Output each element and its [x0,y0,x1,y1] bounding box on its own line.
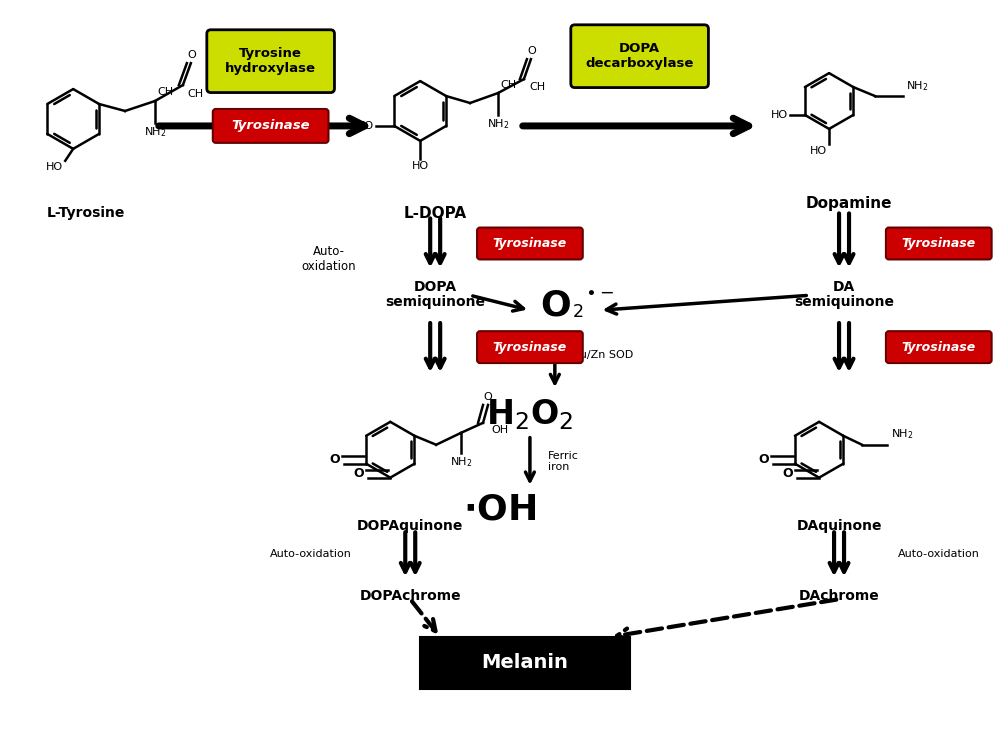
Text: NH$_2$: NH$_2$ [144,125,166,139]
Text: CH: CH [500,80,516,90]
Text: Tyrosinase: Tyrosinase [231,119,310,133]
FancyBboxPatch shape [207,30,334,93]
Text: NH$_2$: NH$_2$ [450,455,472,468]
Text: NH$_2$: NH$_2$ [906,79,928,93]
Text: CH: CH [529,82,545,92]
Text: DAchrome: DAchrome [799,589,879,603]
Text: CH: CH [157,87,173,97]
FancyBboxPatch shape [213,109,328,143]
Text: DAquinone: DAquinone [796,520,882,534]
Text: DOPAchrome: DOPAchrome [359,589,461,603]
Text: O: O [330,453,340,466]
Text: Tyrosine
hydroxylase: Tyrosine hydroxylase [225,48,316,75]
Text: Auto-oxidation: Auto-oxidation [898,550,980,559]
Text: semiquinone: semiquinone [385,296,485,309]
FancyBboxPatch shape [477,228,583,259]
Text: OH: OH [491,425,508,435]
Text: H$_2$O$_2$: H$_2$O$_2$ [486,397,574,432]
Text: DOPAquinone: DOPAquinone [357,520,463,534]
Text: L-DOPA: L-DOPA [404,206,467,221]
Text: $_{2}$: $_{2}$ [572,296,583,320]
Text: NH$_2$: NH$_2$ [487,117,509,130]
FancyBboxPatch shape [886,331,992,363]
FancyBboxPatch shape [886,228,992,259]
Text: Tyrosinase: Tyrosinase [493,237,567,250]
Text: O: O [758,453,769,466]
Text: semiquinone: semiquinone [794,296,894,309]
Text: Auto-oxidation: Auto-oxidation [270,550,351,559]
Text: O: O [187,51,196,60]
Text: Melanin: Melanin [481,654,568,673]
Text: Auto-: Auto- [312,246,344,259]
Text: L-Tyrosine: L-Tyrosine [47,206,125,219]
Text: DOPA
decarboxylase: DOPA decarboxylase [585,42,694,70]
Text: O: O [484,392,492,402]
Text: DOPA: DOPA [414,280,457,294]
Text: DA: DA [833,280,855,294]
Text: HO: HO [46,162,63,172]
Text: HO: HO [412,161,429,171]
Text: HO: HO [771,110,788,120]
Text: Tyrosinase: Tyrosinase [902,341,976,354]
Text: oxidation: oxidation [301,260,356,274]
Text: Tyrosinase: Tyrosinase [493,341,567,354]
Text: Ferric
iron: Ferric iron [548,451,579,473]
Text: Tyrosinase: Tyrosinase [902,237,976,250]
Text: $^{\bullet -}$: $^{\bullet -}$ [585,288,614,312]
Text: O: O [354,467,364,480]
Text: CH: CH [188,89,204,99]
Text: O: O [528,46,536,57]
Text: O: O [783,467,793,480]
Text: Dopamine: Dopamine [806,196,892,210]
Text: O: O [540,288,571,322]
Bar [420,637,630,689]
Text: HO: HO [357,121,374,131]
Text: HO: HO [810,146,827,156]
Text: NH$_2$: NH$_2$ [891,427,913,441]
Text: $\mathbf{\cdot}$OH: $\mathbf{\cdot}$OH [463,492,537,526]
FancyBboxPatch shape [571,25,708,87]
FancyBboxPatch shape [477,331,583,363]
Text: Cu/Zn SOD: Cu/Zn SOD [572,350,633,360]
